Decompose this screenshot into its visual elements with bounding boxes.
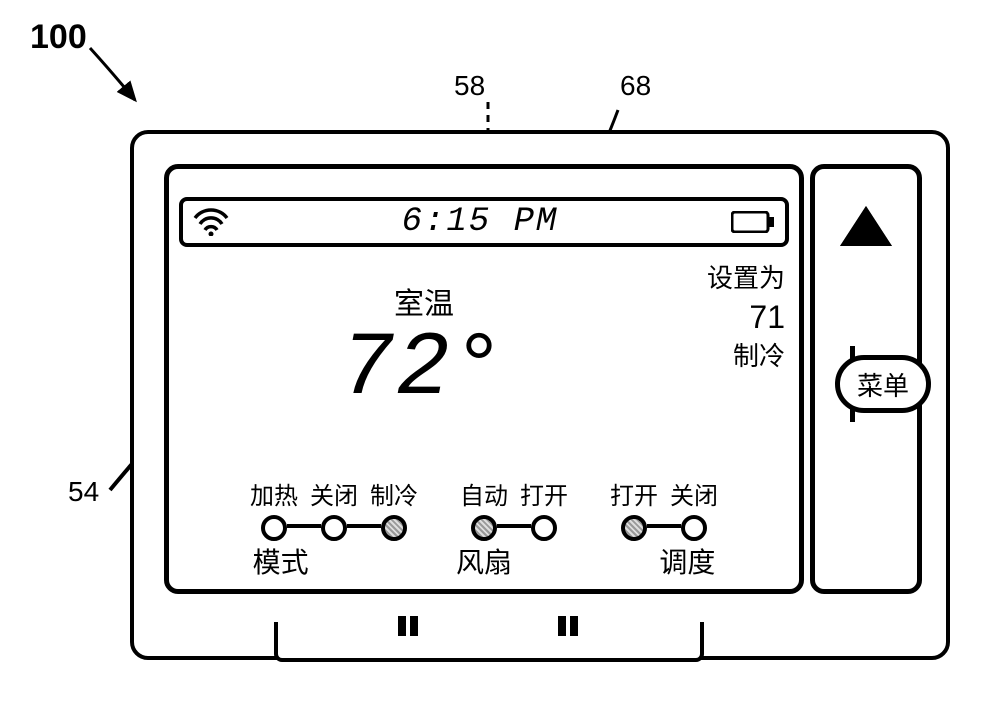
- device-outer-frame: 6:15 PM 室温 72° 设置为 71 制冷: [130, 130, 950, 660]
- figure-stage: 100 58 68 34 54 50 6:15 PM: [0, 0, 1000, 709]
- mount-tab: [410, 616, 418, 636]
- schedule-group-label: 调度: [659, 541, 715, 581]
- schedule-group: 打开 关闭: [603, 476, 725, 541]
- room-temp-label: 室温: [169, 279, 679, 323]
- mount-tab: [570, 616, 578, 636]
- ref-68: 68: [620, 70, 651, 102]
- fan-group-label: 风扇: [456, 541, 512, 581]
- selector-group-labels: 模式 风扇 调度: [179, 541, 789, 581]
- schedule-option-on[interactable]: 打开: [603, 476, 665, 541]
- setpoint-block: 设置为 71 制冷: [707, 261, 785, 374]
- fan-option-on[interactable]: 打开: [513, 476, 575, 541]
- radio-dot: [321, 515, 347, 541]
- clock-readout: 6:15 PM: [402, 203, 559, 241]
- room-temp-value: 72°: [169, 319, 679, 421]
- mode-group: 加热 关闭 制冷: [243, 476, 425, 541]
- fan-option-label: 打开: [520, 476, 568, 511]
- menu-button-label: 菜单: [857, 366, 909, 403]
- setpoint-mode: 制冷: [707, 339, 785, 374]
- schedule-option-label: 打开: [610, 476, 658, 511]
- radio-dot: [381, 515, 407, 541]
- fan-group: 自动 打开: [453, 476, 575, 541]
- schedule-option-label: 关闭: [670, 476, 718, 511]
- radio-dot: [681, 515, 707, 541]
- temp-down-button[interactable]: [844, 515, 888, 549]
- fan-option-auto[interactable]: 自动: [453, 476, 515, 541]
- mount-tab: [398, 616, 406, 636]
- wifi-icon: [193, 208, 229, 236]
- mode-option-heat[interactable]: 加热: [243, 476, 305, 541]
- schedule-option-off[interactable]: 关闭: [663, 476, 725, 541]
- mode-option-label: 制冷: [370, 476, 418, 511]
- mode-option-off[interactable]: 关闭: [303, 476, 365, 541]
- mount-tab: [558, 616, 566, 636]
- ref-58: 58: [454, 70, 485, 102]
- mounting-plate: [274, 622, 704, 662]
- setpoint-value: 71: [707, 296, 785, 339]
- side-button-panel: 菜单: [810, 164, 922, 594]
- selector-row: 加热 关闭 制冷: [179, 476, 789, 541]
- status-bar: 6:15 PM: [179, 197, 789, 247]
- battery-icon: [731, 211, 775, 233]
- menu-button[interactable]: 菜单: [835, 355, 931, 413]
- radio-dot: [471, 515, 497, 541]
- ref-54: 54: [68, 476, 99, 508]
- setpoint-label: 设置为: [707, 261, 785, 296]
- radio-dot: [261, 515, 287, 541]
- temp-up-button[interactable]: [844, 209, 888, 243]
- mode-option-label: 关闭: [310, 476, 358, 511]
- radio-dot: [531, 515, 557, 541]
- radio-dot: [621, 515, 647, 541]
- fan-option-label: 自动: [460, 476, 508, 511]
- ref-100: 100: [30, 18, 87, 57]
- mode-option-label: 加热: [250, 476, 298, 511]
- device-housing: 6:15 PM 室温 72° 设置为 71 制冷: [164, 164, 916, 626]
- mode-group-label: 模式: [253, 541, 309, 581]
- display-frame: 6:15 PM 室温 72° 设置为 71 制冷: [164, 164, 804, 594]
- mode-option-cool[interactable]: 制冷: [363, 476, 425, 541]
